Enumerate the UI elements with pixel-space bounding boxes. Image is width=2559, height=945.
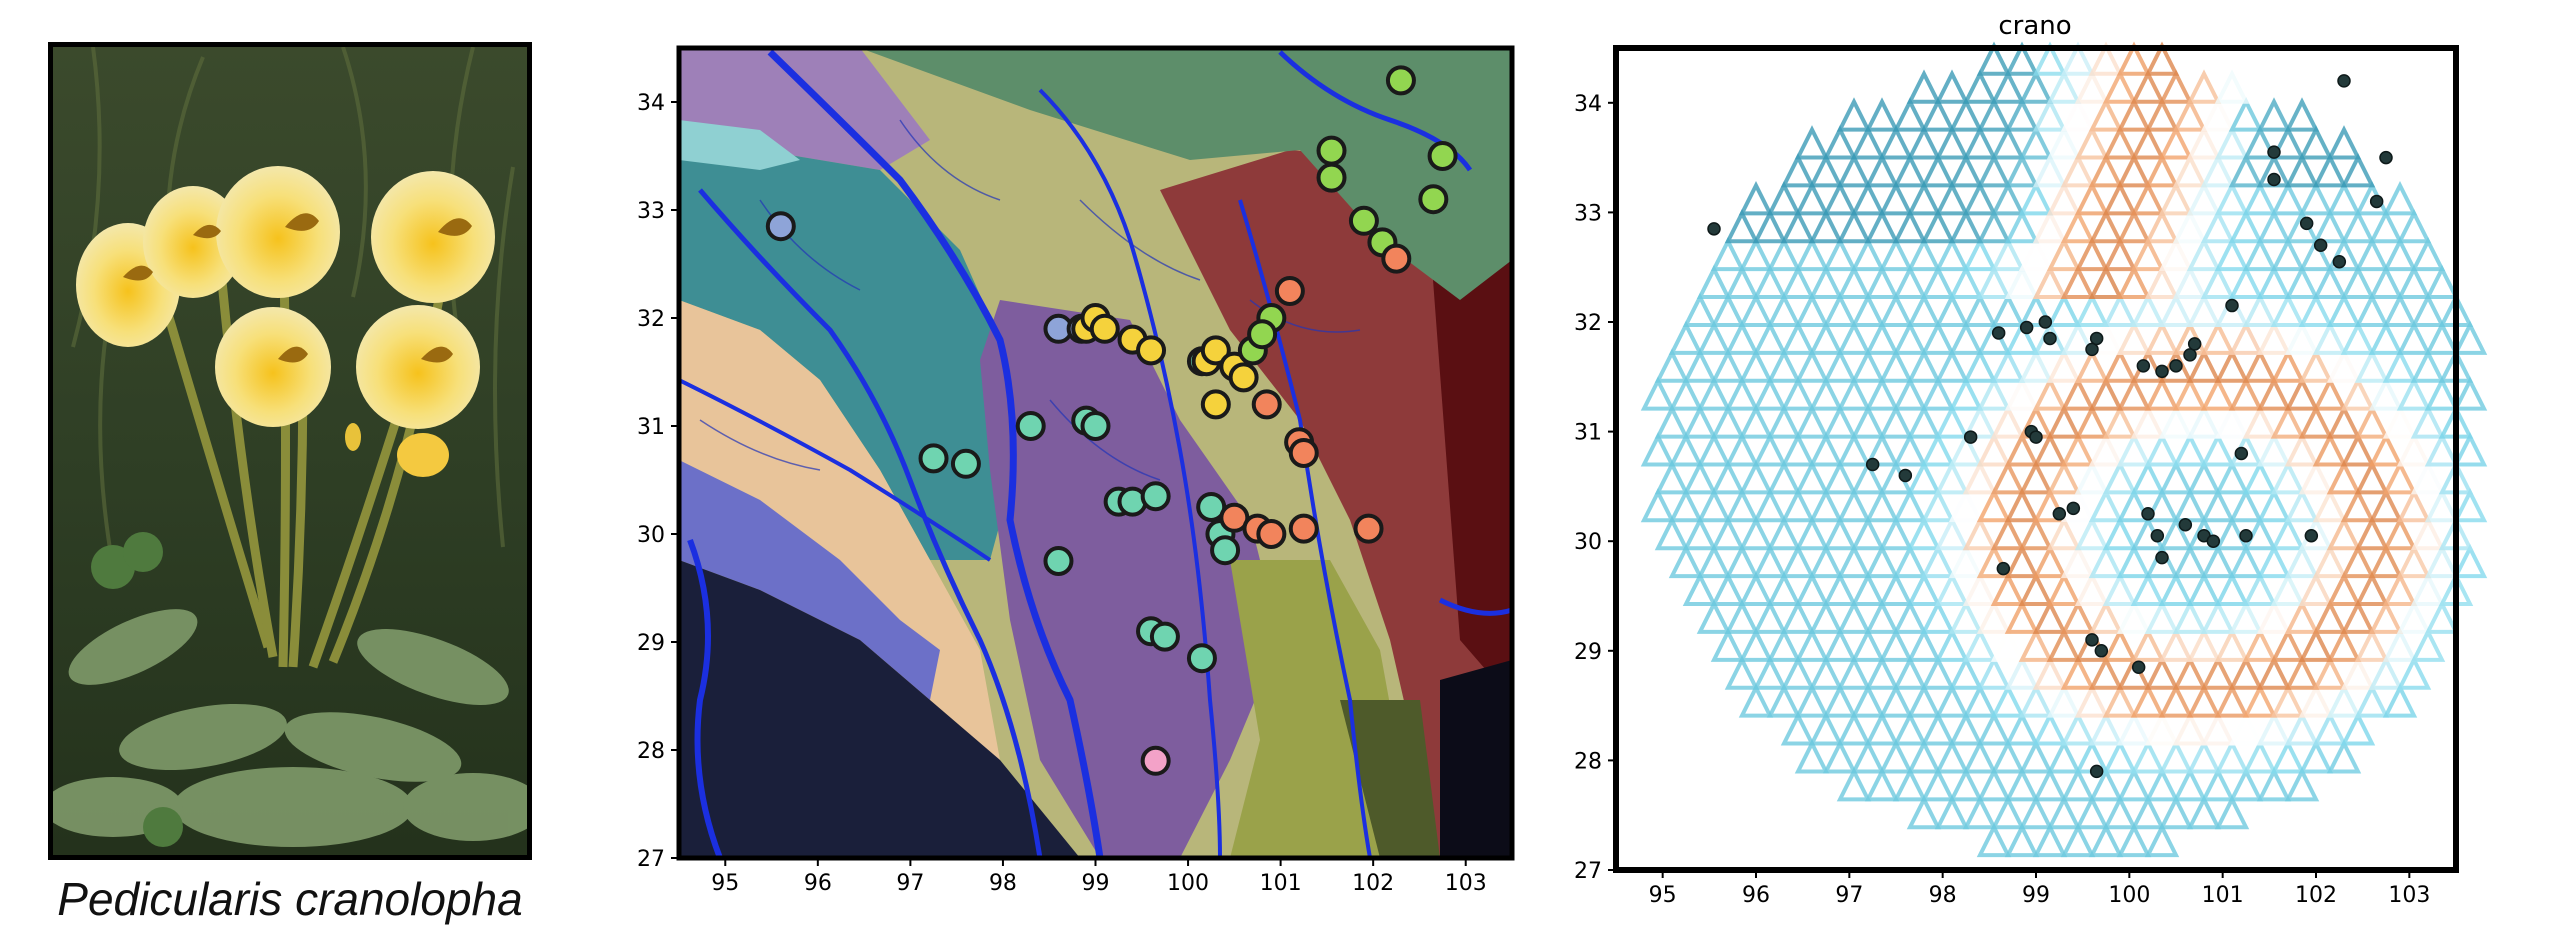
map-point [1251,389,1282,420]
map-y-tick-label: 27 [637,847,665,872]
map-point [1385,65,1416,96]
map-y-tick-label: 31 [637,415,665,440]
map-x-tick-label: 97 [896,871,924,896]
map-x-tick-label: 95 [711,871,739,896]
map-point [1256,519,1287,549]
map-point [1149,621,1180,652]
map-point [1228,362,1259,393]
map-point [1381,243,1412,274]
map-point [1186,643,1217,674]
map-y-axis: 27 28 29 30 31 32 33 34 [637,91,679,872]
terrain-regions [679,48,1512,858]
flower-illustration [53,47,527,855]
map-point [1136,335,1167,366]
map-point [1288,513,1319,544]
map-x-tick-label: 101 [1260,871,1302,896]
rivers [679,49,1512,858]
map-y-tick-label: 33 [637,199,665,224]
map-point [1348,205,1379,236]
figure-caption: Pedicularis cranolopha [57,873,523,925]
map-point [1015,411,1046,441]
map-x-tick-label: 100 [1167,871,1209,896]
map-point [765,211,796,242]
map-x-tick-label: 98 [989,871,1017,896]
map-point [1288,438,1319,468]
map-point [1089,313,1120,344]
map-point [1353,513,1384,544]
map-point [1316,135,1347,166]
map-point [950,448,981,479]
map-x-tick-label: 99 [1082,871,1110,896]
map-point [1200,389,1231,420]
map-point [1316,162,1347,193]
map-point [1427,141,1458,171]
map-y-tick-label: 28 [637,739,665,764]
map-point [1043,546,1074,576]
map-x-tick-label: 102 [1352,871,1394,896]
map-point [1274,276,1305,306]
map-y-tick-label: 29 [637,631,665,656]
map-point [1080,411,1111,441]
map-y-tick-label: 30 [637,523,665,548]
map-point [1140,481,1171,512]
map-point [1210,535,1241,566]
map-x-tick-label: 103 [1445,871,1487,896]
map-point [1140,745,1171,776]
map-point [1200,335,1231,366]
map-y-tick-label: 32 [637,307,665,332]
map-point [1247,319,1278,350]
map-x-tick-label: 96 [804,871,832,896]
map-point [918,443,949,474]
map-point [1418,184,1449,215]
map-y-tick-label: 34 [637,91,665,116]
map-sample-points [765,65,1458,776]
flower-photo [48,42,532,860]
map-x-axis: 95 96 97 98 99 100 101 102 103 [711,858,1487,896]
